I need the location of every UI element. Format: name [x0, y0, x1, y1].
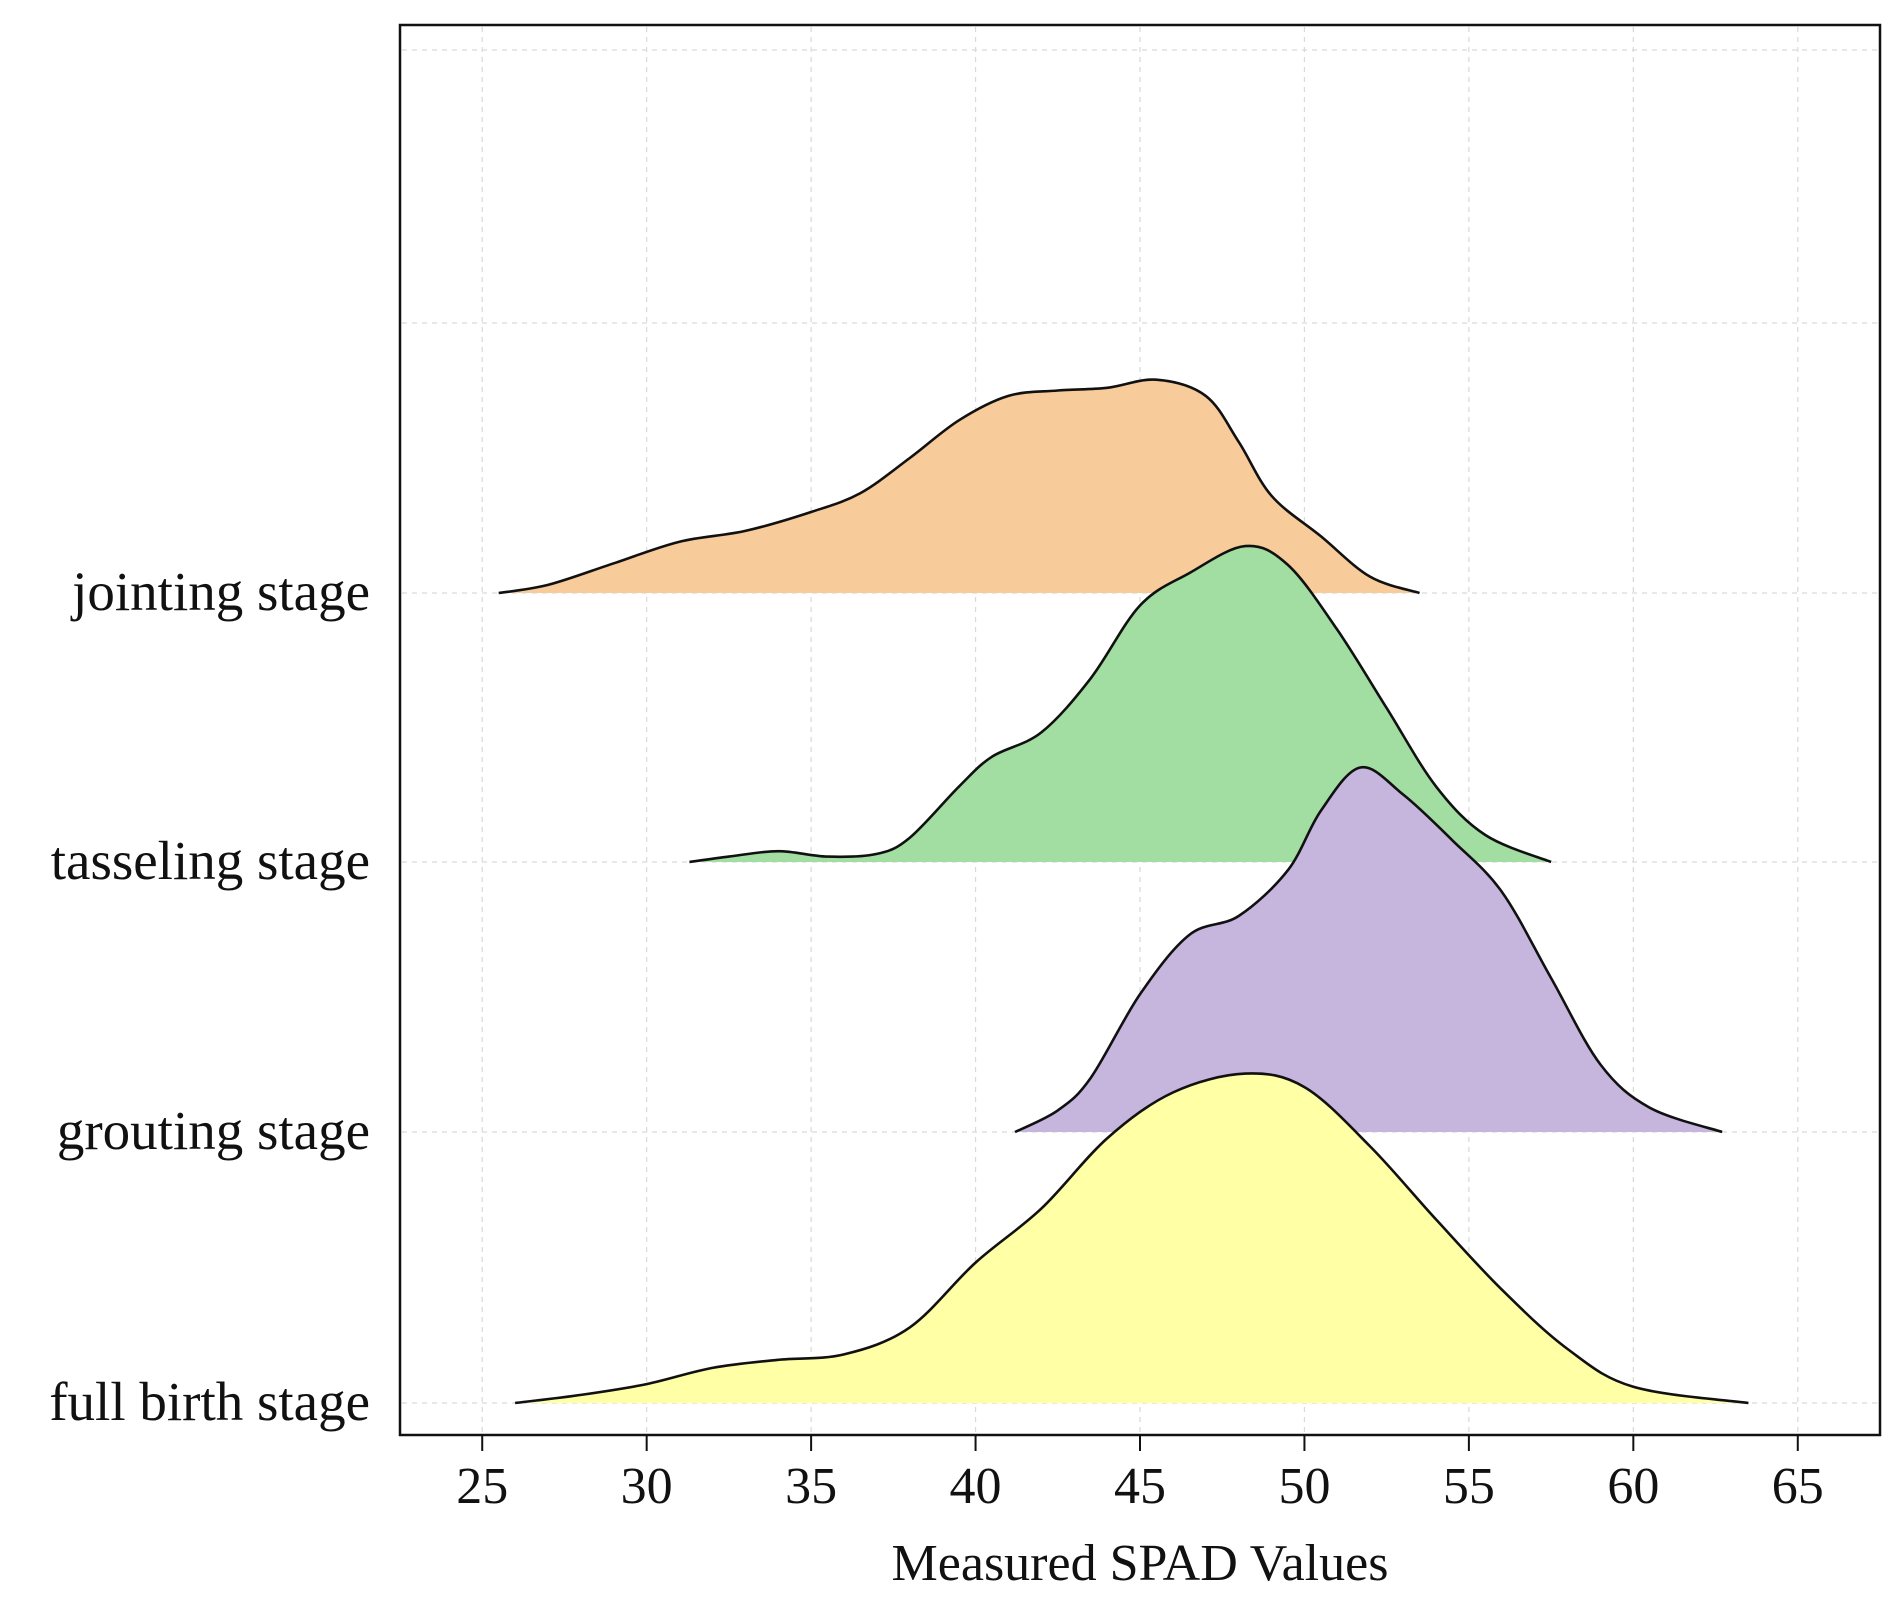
x-axis-title: Measured SPAD Values: [892, 1535, 1389, 1592]
ridge-fill-jointing-stage: [498, 379, 1420, 593]
ridge-outline-grouting-stage: [1014, 766, 1723, 1134]
x-tick-label-65: 65: [1772, 1458, 1824, 1515]
y-label-grouting-stage: grouting stage: [57, 1100, 370, 1161]
x-tick-label-35: 35: [785, 1458, 837, 1515]
ridge-jointing-stage: [498, 378, 1420, 595]
ridge-full-birth-stage: [514, 1072, 1749, 1405]
x-axis-ticks: 25 30 35 40 45 50 55 60 65: [456, 1435, 1824, 1515]
ridge-outline-full-birth-stage: [514, 1072, 1749, 1405]
x-tick-label-55: 55: [1443, 1458, 1495, 1515]
y-label-jointing-stage: jointing stage: [70, 561, 370, 622]
x-tick-label-40: 40: [950, 1458, 1002, 1515]
ridge-tasseling-stage: [689, 544, 1552, 864]
x-tick-label-45: 45: [1114, 1458, 1166, 1515]
x-tick-label-50: 50: [1278, 1458, 1330, 1515]
ridge-grouting-stage: [1014, 766, 1723, 1134]
y-label-full-birth-stage: full birth stage: [49, 1371, 370, 1432]
ridge-fill-tasseling-stage: [689, 545, 1552, 862]
ridge-fill-full-birth-stage: [515, 1073, 1749, 1403]
density-ridges: [498, 378, 1749, 1405]
y-label-tasseling-stage: tasseling stage: [51, 830, 370, 891]
ridge-outline-jointing-stage: [498, 378, 1420, 595]
ridge-fill-grouting-stage: [1015, 767, 1723, 1132]
y-axis-category-labels: jointing stage tasseling stage grouting st…: [49, 561, 370, 1432]
x-tick-label-60: 60: [1607, 1458, 1659, 1515]
ridge-outline-tasseling-stage: [689, 544, 1552, 864]
x-tick-label-30: 30: [621, 1458, 673, 1515]
x-tick-label-25: 25: [456, 1458, 508, 1515]
